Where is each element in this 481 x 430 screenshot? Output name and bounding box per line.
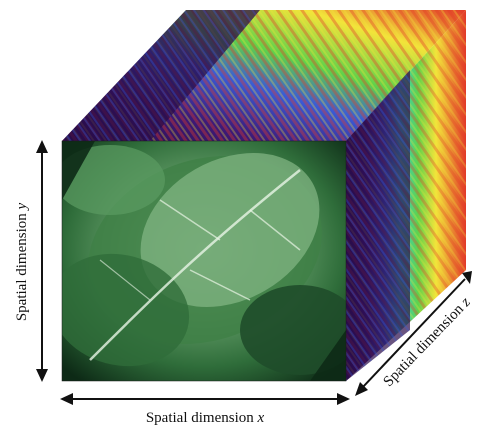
y-axis-label: Spatial dimension y xyxy=(14,203,30,322)
x-axis-arrow xyxy=(60,393,350,405)
x-axis-label: Spatial dimension x xyxy=(146,410,265,426)
leaf-image xyxy=(62,141,346,381)
cube-right-dark-texture xyxy=(346,70,410,381)
z-axis-arrow xyxy=(355,271,472,396)
cube-top-dark-texture xyxy=(62,10,260,141)
y-axis-arrow xyxy=(36,140,48,382)
front-face-border xyxy=(61,140,347,382)
